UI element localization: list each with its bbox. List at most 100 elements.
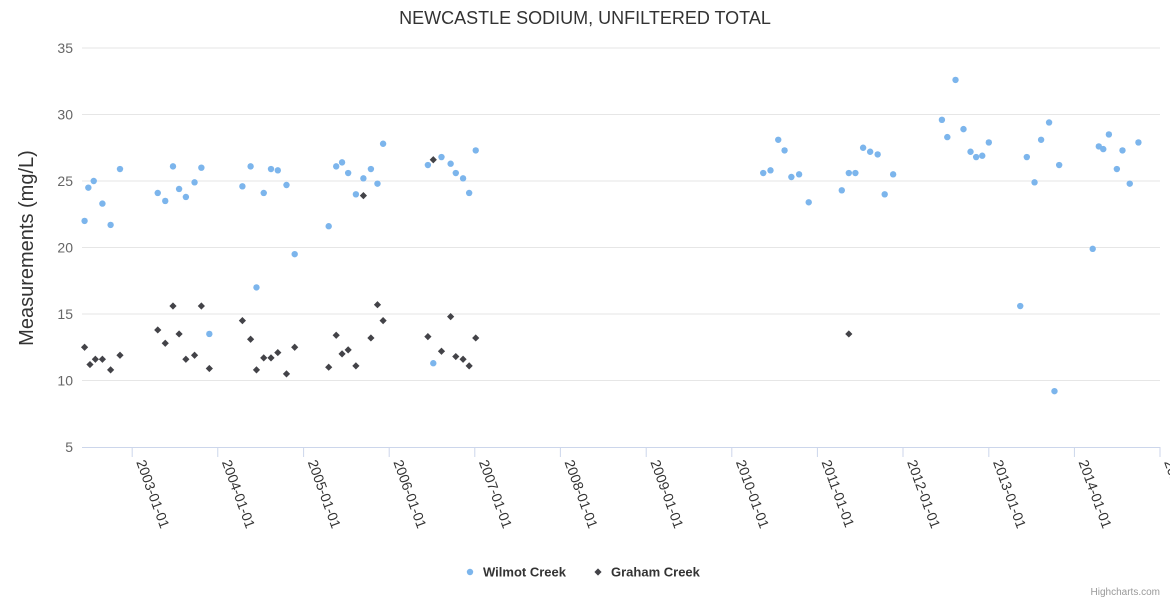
y-tick-label: 20 xyxy=(57,240,73,256)
graham-creek-point xyxy=(472,334,480,342)
x-tick-label: 2005-01-01 xyxy=(305,458,345,531)
wilmot-creek-point xyxy=(465,189,473,197)
y-tick-label: 5 xyxy=(65,439,73,455)
x-tick-label: 2007-01-01 xyxy=(476,458,516,531)
graham-creek-point xyxy=(252,366,261,374)
wilmot-creek-point xyxy=(438,153,445,161)
wilmot-creek-point xyxy=(1135,139,1142,146)
x-tick-label: 2003-01-01 xyxy=(133,458,173,531)
wilmot-creek-point xyxy=(452,169,459,177)
graham-creek-point xyxy=(325,363,333,371)
wilmot-creek-point xyxy=(874,151,881,158)
wilmot-creek-point xyxy=(472,147,479,154)
x-tick-label: 2010-01-01 xyxy=(733,458,773,531)
wilmot-creek-point xyxy=(938,116,946,124)
wilmot-creek-point xyxy=(116,165,124,173)
graham-creek-point xyxy=(267,354,275,362)
x-tick-label: 2009-01-01 xyxy=(647,458,687,531)
wilmot-creek-point xyxy=(1119,147,1126,154)
graham-creek-point xyxy=(154,326,162,334)
x-tick-label: 2004-01-01 xyxy=(219,458,259,531)
wilmot-creek-point xyxy=(1113,165,1121,173)
legend-item-wilmot-creek[interactable]: Wilmot Creek xyxy=(466,565,567,580)
wilmot-creek-point xyxy=(85,184,92,191)
wilmot-creek-point xyxy=(1105,131,1113,138)
x-tick-label: 2012-01-01 xyxy=(904,458,944,531)
graham-creek-point xyxy=(379,317,387,325)
wilmot-creek-point xyxy=(198,164,205,171)
wilmot-creek-point xyxy=(332,163,340,170)
y-tick-label: 15 xyxy=(57,306,73,322)
wilmot-creek-point xyxy=(960,125,967,133)
wilmot-creek-point xyxy=(274,167,282,174)
wilmot-creek-point xyxy=(889,171,897,178)
graham-creek-point xyxy=(344,346,352,354)
wilmot-creek-point xyxy=(775,136,782,143)
wilmot-creek-point xyxy=(191,179,198,186)
wilmot-creek-point xyxy=(979,152,986,159)
y-tick-label: 35 xyxy=(57,40,73,56)
wilmot-creek-point xyxy=(1089,245,1096,253)
graham-creek-point xyxy=(282,370,291,378)
wilmot-creek-point xyxy=(967,148,974,155)
x-axis-ticks: 2003-01-01 2004-01-01 2005-01-01 2006-01-01… xyxy=(131,447,1170,531)
graham-creek-point xyxy=(169,302,177,310)
wilmot-creek-point xyxy=(424,161,432,169)
graham-creek-point xyxy=(359,192,368,200)
wilmot-creek-point xyxy=(781,147,788,154)
wilmot-creek-point xyxy=(1051,387,1058,395)
graham-creek-point xyxy=(373,301,382,309)
wilmot-creek-point xyxy=(852,169,859,177)
wilmot-creek-point xyxy=(944,133,951,141)
wilmot-creek-point xyxy=(206,330,213,338)
graham-creek-point xyxy=(332,331,340,339)
wilmot-creek-point xyxy=(367,165,375,173)
wilmot-creek-point xyxy=(325,223,332,230)
grid-lines xyxy=(82,47,1160,381)
graham-creek-point xyxy=(238,317,246,325)
graham-creek-point xyxy=(197,302,205,310)
wilmot-creek-point xyxy=(175,185,183,193)
wilmot-creek-point xyxy=(1126,180,1133,187)
legend-item-graham-creek[interactable]: Graham Creek xyxy=(594,565,701,580)
graham-creek-point xyxy=(367,334,375,342)
wilmot-creek-point xyxy=(99,200,106,207)
wilmot-creek-point xyxy=(162,197,169,205)
graham-creek-point xyxy=(260,354,268,362)
wilmot-creek-point xyxy=(253,284,260,291)
wilmot-creek-point xyxy=(866,148,874,155)
wilmot-creek-point xyxy=(1023,153,1031,161)
wilmot-creek-point xyxy=(1017,302,1024,310)
wilmot-creek-point xyxy=(767,167,774,174)
wilmot-creek-point xyxy=(344,169,352,177)
wilmot-creek-point xyxy=(379,140,387,147)
x-tick-label: 2015-01-01 xyxy=(1161,458,1170,531)
y-tick-label: 30 xyxy=(57,107,73,123)
wilmot-creek-point xyxy=(859,144,867,151)
wilmot-creek-point xyxy=(360,175,367,182)
graham-creek-point xyxy=(182,355,190,363)
graham-creek-point xyxy=(429,156,437,164)
credits-link[interactable]: Highcharts.com xyxy=(1091,587,1160,598)
wilmot-creek-point xyxy=(760,169,767,177)
x-tick-label: 2013-01-01 xyxy=(990,458,1030,531)
graham-creek-point xyxy=(459,355,467,363)
wilmot-creek-point xyxy=(430,360,437,367)
wilmot-creek-point xyxy=(447,160,454,167)
legend-marker-icon xyxy=(466,568,474,576)
wilmot-creek-point xyxy=(845,169,853,177)
wilmot-creek-point xyxy=(1045,119,1053,126)
graham-creek-point xyxy=(205,364,213,373)
legend-marker-icon xyxy=(594,568,602,576)
wilmot-creek-point xyxy=(1055,161,1063,169)
wilmot-creek-point xyxy=(169,163,177,170)
graham-creek-point xyxy=(116,351,124,359)
plot-area xyxy=(80,76,1142,395)
graham-creek-point xyxy=(91,355,99,363)
wilmot-creek-point xyxy=(90,177,97,185)
graham-creek-point xyxy=(274,348,282,357)
graham-creek-point xyxy=(175,330,183,338)
legend-label: Graham Creek xyxy=(611,565,701,580)
